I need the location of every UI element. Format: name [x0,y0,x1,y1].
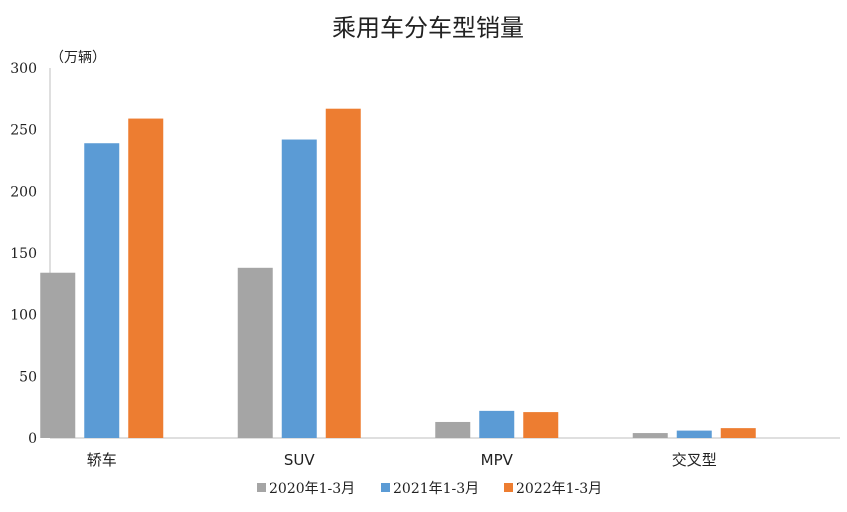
category-label: MPV [481,451,514,469]
bar-2-1 [84,143,120,438]
y-tick-label: 50 [19,369,37,385]
bar-3-4 [720,428,756,438]
category-label: SUV [284,451,316,469]
bar-1-1 [40,272,76,438]
legend-swatch [257,483,266,492]
y-tick-label: 200 [10,184,37,200]
legend-swatch [504,483,513,492]
y-tick-label: 0 [28,431,37,447]
bar-3-2 [325,108,361,438]
category-label: 交叉型 [672,451,717,469]
legend-label: 2021年1-3月 [393,481,479,497]
unit-label: （万辆） [50,50,106,66]
legend: 2020年1-3月 2021年1-3月 2022年1-3月 [257,481,602,497]
y-tick-labels: 0 50 100 150 200 250 300 [10,61,37,447]
category-label: 轿车 [87,451,117,469]
bar-1-3 [435,421,471,438]
category-labels: 轿车 SUV MPV 交叉型 [87,451,717,469]
y-tick-label: 300 [10,61,37,77]
legend-label: 2020年1-3月 [269,481,355,497]
bar-2-4 [676,430,712,438]
bar-2-2 [281,139,317,439]
bar-1-2 [237,267,273,438]
legend-swatch [381,483,390,492]
y-tick-label: 250 [10,123,37,139]
bars [40,108,756,439]
y-tick-label: 100 [10,308,37,324]
y-tick-label: 150 [10,246,37,262]
legend-label: 2022年1-3月 [516,481,602,497]
chart-title: 乘用车分车型销量 [332,14,524,42]
bar-3-3 [523,412,559,438]
bar-2-3 [479,410,515,438]
bar-1-4 [632,433,668,438]
bar-3-1 [128,118,164,439]
